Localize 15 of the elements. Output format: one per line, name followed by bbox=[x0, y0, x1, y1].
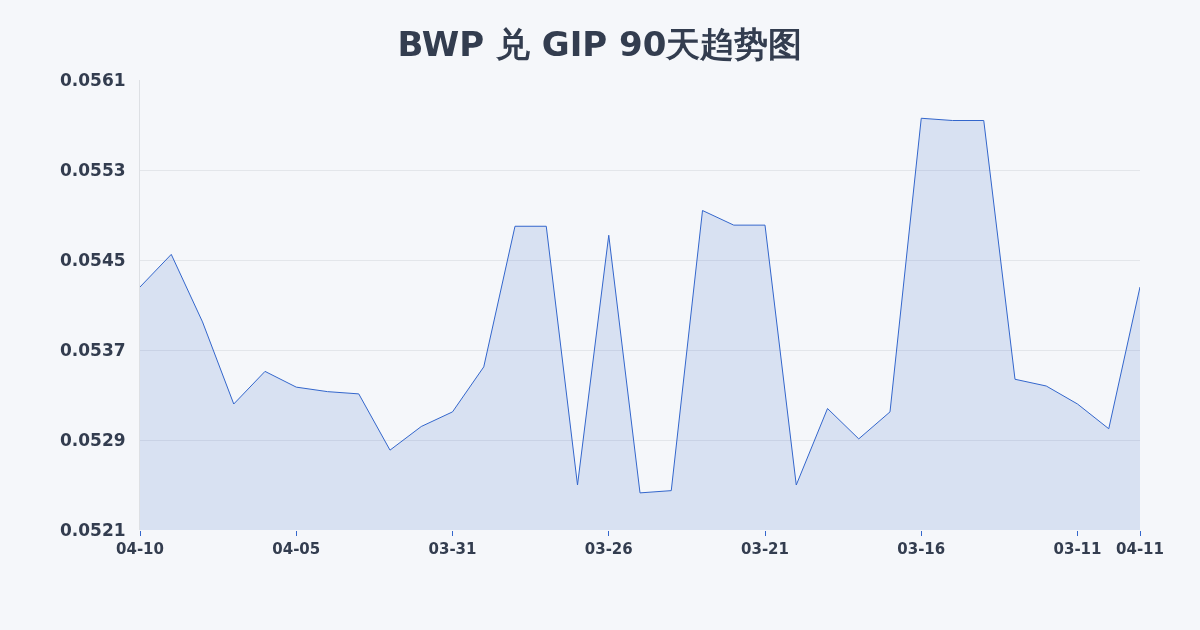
x-tick-label: 03-31 bbox=[428, 540, 477, 558]
y-tick-label: 0.0553 bbox=[59, 159, 126, 180]
y-tick-label: 0.0537 bbox=[59, 339, 126, 360]
x-tick-label: 03-11 bbox=[1053, 540, 1102, 558]
chart-title: BWP 兑 GIP 90天趋势图 bbox=[397, 24, 803, 64]
x-tick-label: 03-21 bbox=[741, 540, 789, 558]
x-tick-label: 04-10 bbox=[116, 540, 164, 558]
x-tick-label: 03-26 bbox=[584, 540, 633, 558]
x-tick-label: 04-11 bbox=[1116, 540, 1164, 558]
y-tick-label: 0.0521 bbox=[59, 519, 126, 540]
x-tick-label: 03-16 bbox=[897, 540, 946, 558]
y-tick-label: 0.0561 bbox=[59, 69, 126, 90]
y-tick-label: 0.0529 bbox=[59, 429, 126, 450]
y-tick-label: 0.0545 bbox=[59, 249, 126, 270]
x-tick-label: 04-05 bbox=[272, 540, 321, 558]
